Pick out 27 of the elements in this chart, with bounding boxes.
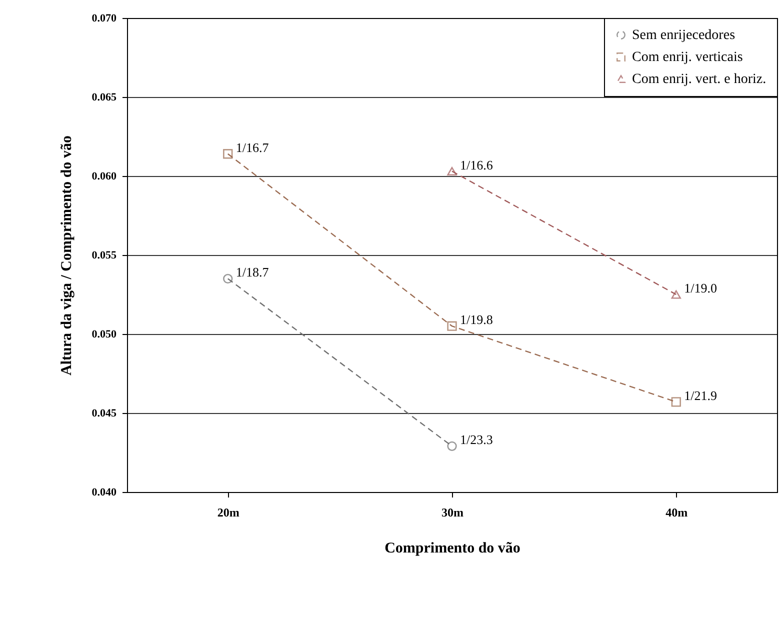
data-label: 1/19.8: [460, 312, 493, 328]
point: [447, 441, 457, 452]
x-axis-title: Comprimento do vão: [384, 540, 520, 556]
data-label: 1/23.3: [460, 432, 493, 448]
data-label: 1/21.9: [684, 388, 718, 403]
x-tick-label: 30m: [442, 506, 464, 520]
y-axis-title: Altura da viga / Comprimento do vão: [58, 136, 75, 376]
y-tick-label: 0.070: [92, 12, 117, 24]
y-tick-label: 0.065: [92, 92, 117, 104]
data-label: 1/19.0: [684, 280, 718, 296]
y-tick-label: 0.055: [92, 250, 117, 262]
y-tick-label: 0.060: [92, 170, 117, 182]
legend-label: Com enrij. vert. e horiz.: [632, 72, 766, 87]
y-tick-label: 0.040: [92, 486, 117, 498]
x-tick-label: 40m: [666, 506, 688, 520]
point: [447, 321, 457, 331]
x-tick-label: 20m: [217, 506, 240, 520]
point: [223, 274, 233, 284]
legend-label: Com enrij. verticais: [632, 50, 743, 65]
data-label: 1/16.6: [460, 157, 494, 172]
legend-label: Sem enrijecedores: [632, 28, 736, 43]
y-tick-label: 0.045: [92, 408, 117, 420]
y-tick-label: 0.050: [92, 328, 117, 340]
point: [671, 397, 681, 407]
data-label: 1/18.7: [236, 264, 270, 280]
point: [223, 149, 233, 159]
data-label: 1/16.7: [236, 140, 270, 155]
